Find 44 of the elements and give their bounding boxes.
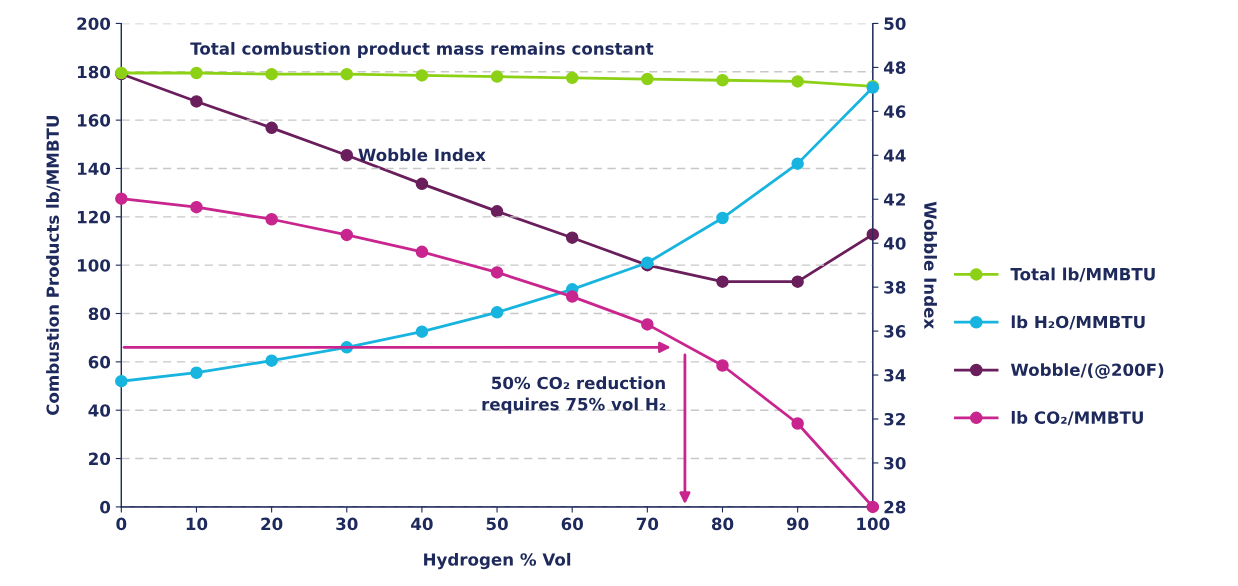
x-axis-title: Hydrogen % Vol (424, 552, 571, 570)
y2-tick-label: 44 (883, 149, 906, 162)
y2-tick-label: 36 (884, 325, 906, 338)
annotation: Wobble Index (358, 148, 486, 162)
x-tick-label: 30 (336, 517, 358, 531)
y-tick-label: 100 (78, 259, 111, 272)
y-tick-label: 20 (89, 452, 111, 466)
legend-label: Total lb/MMBTU (1010, 267, 1155, 282)
x-tick-label: 80 (711, 517, 734, 531)
y-tick-label: 40 (88, 404, 111, 417)
y-tick-label: 60 (88, 355, 111, 369)
legend-label: lb CO₂/MMBTU (1011, 410, 1143, 426)
y2-tick-label: 48 (883, 61, 906, 74)
y2-tick-label: 38 (884, 281, 906, 294)
x-tick-label: 0 (116, 517, 127, 531)
x-tick-label: 40 (411, 517, 433, 531)
x-tick-label: 90 (786, 517, 809, 531)
y2-axis-title: Wobble Index (924, 201, 937, 329)
y-tick-label: 120 (78, 210, 111, 224)
y2-tick-label: 42 (883, 193, 905, 206)
y-axis-title: Combustion Products lb/MMBTU (46, 116, 61, 415)
y-tick-label: 140 (78, 162, 111, 176)
y2-tick-label: 32 (884, 412, 905, 426)
x-tick-label: 100 (857, 517, 890, 531)
y2-tick-label: 34 (884, 369, 906, 382)
y-tick-label: 80 (88, 307, 111, 321)
x-tick-label: 50 (486, 517, 508, 531)
y2-tick-label: 28 (884, 500, 906, 514)
y2-tick-label: 50 (884, 17, 906, 31)
y2-tick-label: 30 (884, 456, 906, 470)
annotation: Total combustion product mass remains constant (190, 41, 654, 59)
annotation: 50% CO₂ reduction requires 75% vol H₂ (482, 376, 666, 414)
y-tick-label: 200 (77, 17, 111, 31)
y2-tick-label: 40 (883, 237, 906, 250)
y-tick-label: 180 (78, 65, 111, 79)
y-tick-label: 160 (78, 114, 111, 127)
x-tick-label: 20 (261, 517, 283, 531)
x-tick-label: 10 (186, 517, 208, 531)
y2-tick-label: 46 (883, 105, 906, 118)
legend-label: Wobble/(@200F) (1010, 363, 1164, 379)
legend-label: lb H₂O/MMBTU (1011, 315, 1145, 330)
x-tick-label: 70 (636, 517, 659, 531)
x-tick-label: 60 (561, 517, 583, 531)
y-tick-label: 0 (100, 500, 111, 514)
